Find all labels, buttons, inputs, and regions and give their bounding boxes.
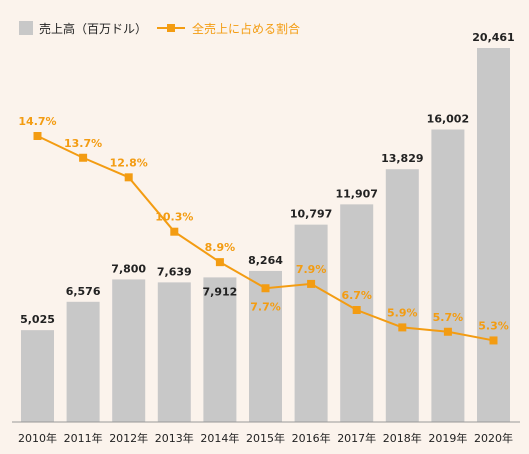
x-tick-label: 2017年 <box>337 431 376 445</box>
line-point-2019年 <box>443 327 452 336</box>
line-point-2017年 <box>352 306 361 314</box>
line-value-label: 7.9% <box>296 263 327 276</box>
x-tick-label: 2010年 <box>18 431 57 445</box>
bars-layer <box>21 48 510 422</box>
legend: 売上高（百万ドル） 全売上に占める割合 <box>19 21 300 36</box>
legend-bar-label: 売上高（百万ドル） <box>39 21 147 36</box>
line-point-2020年 <box>489 336 498 345</box>
x-tick-label: 2013年 <box>155 431 194 445</box>
line-value-label: 10.3% <box>155 211 193 224</box>
line-point-2015年 <box>261 284 270 293</box>
line-point-2016年 <box>307 279 316 288</box>
bar-value-label: 11,907 <box>335 187 377 200</box>
x-tick-label: 2020年 <box>474 431 513 445</box>
line-value-label: 7.7% <box>250 300 281 313</box>
bar-labels-layer: 5,025 6,576 7,800 7,639 7,912 8,264 10,79711,9… <box>20 31 515 326</box>
line-value-label: 8.9% <box>205 241 236 254</box>
bar-value-label: 7,800 <box>111 262 146 275</box>
line-value-label: 5.7% <box>433 311 464 324</box>
bar-value-label: 7,912 <box>203 285 238 298</box>
legend-line-marker <box>167 24 175 32</box>
line-value-label: 6.7% <box>341 289 372 302</box>
bar-value-label: 16,002 <box>427 113 469 126</box>
legend-bar-swatch <box>19 21 33 35</box>
bar-2019年 <box>431 129 465 422</box>
legend-line-label: 全売上に占める割合 <box>192 21 300 36</box>
line-value-label: 14.7% <box>18 115 56 128</box>
line-value-label: 13.7% <box>64 137 102 150</box>
line-value-label: 5.3% <box>478 319 509 332</box>
bar-2020年 <box>477 48 510 422</box>
x-tick-label: 2014年 <box>200 431 239 445</box>
line-point-2012年 <box>124 173 133 182</box>
x-tick-label: 2018年 <box>383 431 422 445</box>
bar-2015年 <box>249 270 282 422</box>
x-tick-label: 2011年 <box>64 431 103 445</box>
bar-2018年 <box>385 169 419 422</box>
bar-value-label: 6,576 <box>66 285 101 298</box>
bar-2010年 <box>21 330 54 422</box>
bar-2013年 <box>157 282 191 422</box>
bar-2016年 <box>294 224 328 422</box>
x-tick-label: 2015年 <box>246 431 285 445</box>
bar-value-label: 20,461 <box>472 31 514 44</box>
line-point-2013年 <box>170 227 179 236</box>
line-point-2014年 <box>215 258 224 267</box>
line-value-label: 12.8% <box>110 156 148 169</box>
line-value-label: 5.9% <box>387 306 418 319</box>
x-tick-label: 2019年 <box>428 431 467 445</box>
bar-value-label: 5,025 <box>20 313 55 326</box>
line-point-2011年 <box>79 153 88 162</box>
bar-value-label: 7,639 <box>157 265 192 278</box>
line-point-2018年 <box>398 323 407 332</box>
x-tick-label: 2016年 <box>292 431 331 445</box>
bar-value-label: 13,829 <box>381 152 423 165</box>
x-tick-label: 2012年 <box>109 431 148 445</box>
bar-2014年 <box>203 277 237 422</box>
bar-value-label: 10,797 <box>290 208 332 221</box>
line-point-2010年 <box>33 132 42 140</box>
bar-value-label: 8,264 <box>248 254 283 267</box>
x-axis: 2010年 2011年 2012年 2013年 2014年 2015年 2016年 2017年… <box>12 421 520 445</box>
line-layer <box>33 132 498 345</box>
bar-2011年 <box>66 301 100 422</box>
bar-2012年 <box>112 279 146 422</box>
line-labels-layer: 14.7% 13.7% 12.8% 10.3% 8.9% 7.7% 7.9% 6.7% 5.9%… <box>18 115 508 332</box>
